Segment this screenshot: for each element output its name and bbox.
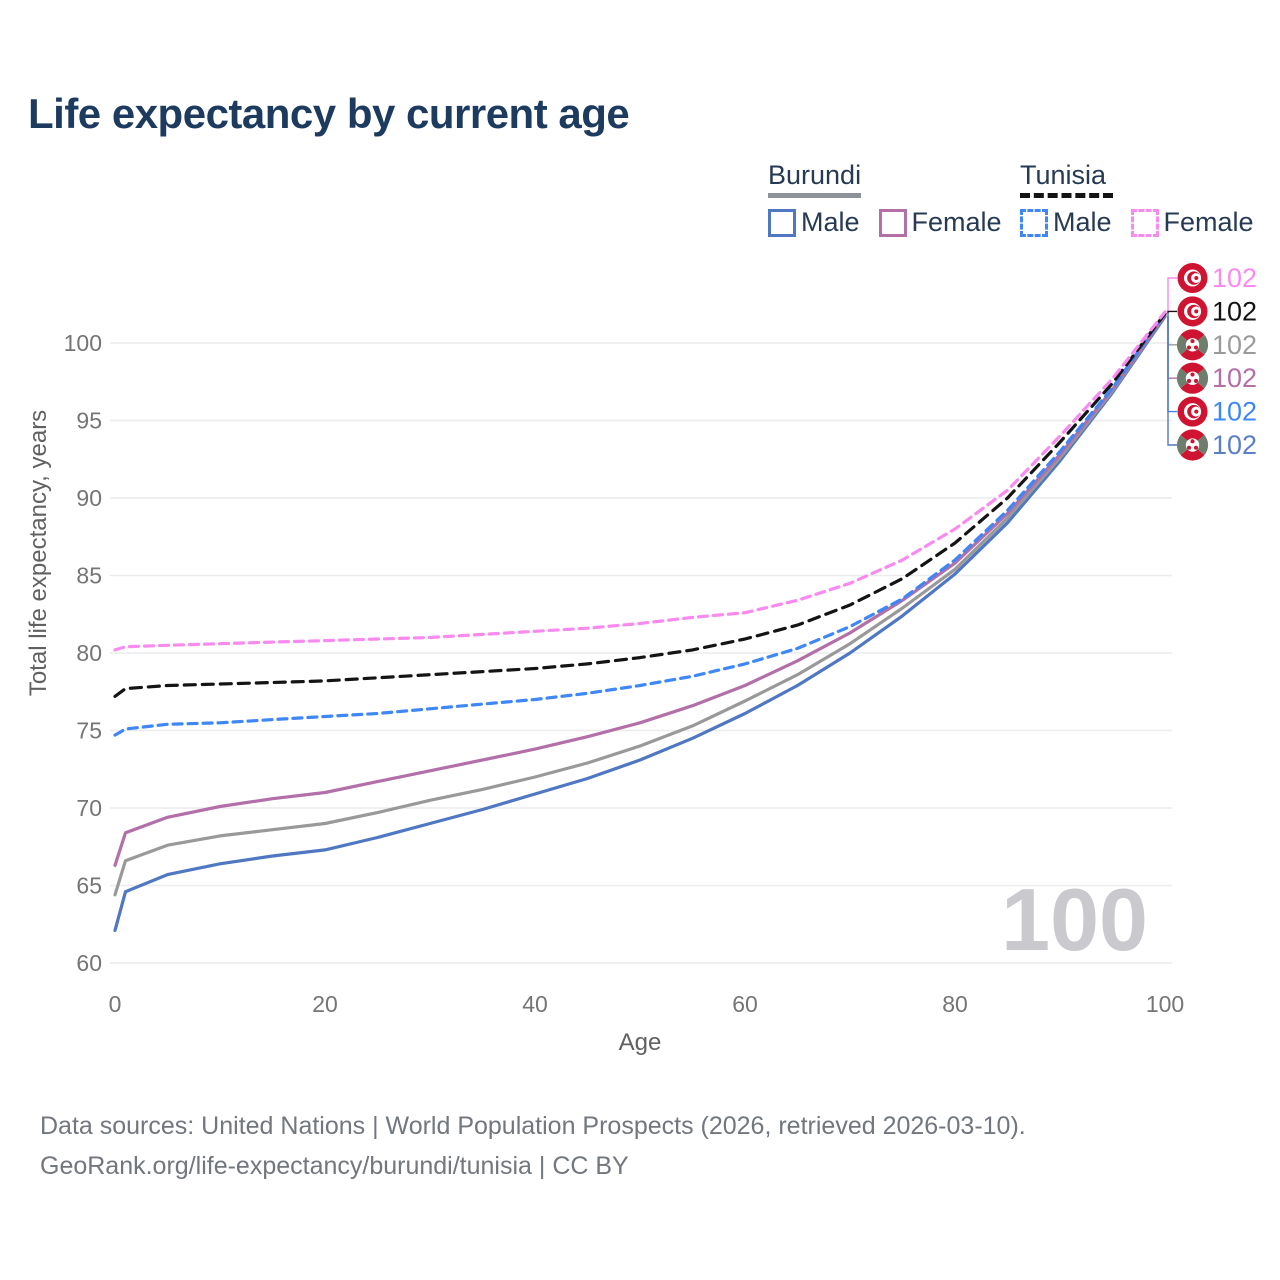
y-tick-80: 80 bbox=[76, 640, 102, 666]
end-label-tunisia_male: 102 bbox=[1212, 397, 1257, 427]
x-tick-80: 80 bbox=[942, 991, 968, 1017]
y-tick-100: 100 bbox=[64, 330, 102, 356]
tunisia-flag-icon bbox=[1177, 396, 1208, 427]
series-line-burundi_both[interactable] bbox=[113, 313, 1167, 897]
burundi-flag-icon bbox=[1176, 329, 1209, 361]
y-tick-70: 70 bbox=[76, 795, 102, 821]
tunisia-flag-icon bbox=[1177, 296, 1208, 327]
age-watermark: 100 bbox=[1001, 870, 1148, 969]
leader-line-tunisia_male bbox=[1167, 313, 1177, 413]
x-tick-0: 0 bbox=[109, 991, 122, 1017]
chart-plot-area[interactable]: 60 65 70 75 80 85 90 95 100 0 20 40 60 80 100 Age Total … bbox=[0, 0, 1280, 1080]
legend-label: Male bbox=[1053, 207, 1112, 237]
legend-item-burundi-female[interactable]: Female bbox=[878, 207, 1002, 238]
footer-attribution: GeoRank.org/life-expectancy/burundi/tuni… bbox=[40, 1152, 629, 1180]
y-tick-60: 60 bbox=[76, 950, 102, 976]
burundi-flag-icon bbox=[1176, 429, 1209, 461]
legend-label: Female bbox=[911, 207, 1002, 237]
legend-swatch-burundi-female bbox=[878, 208, 907, 237]
leader-line-tunisia_female bbox=[1167, 277, 1177, 312]
series-line-burundi_female[interactable] bbox=[113, 313, 1167, 868]
end-label-tunisia_both: 102 bbox=[1212, 296, 1257, 326]
end-label-burundi_female: 102 bbox=[1212, 363, 1257, 393]
footer-data-sources: Data sources: United Nations | World Pop… bbox=[40, 1112, 1026, 1140]
x-tick-100: 100 bbox=[1146, 991, 1184, 1017]
footer: Data sources: United Nations | World Pop… bbox=[40, 1106, 1026, 1186]
y-tick-65: 65 bbox=[76, 873, 102, 899]
page-title: Life expectancy by current age bbox=[28, 90, 630, 137]
y-tick-90: 90 bbox=[76, 485, 102, 511]
series-line-tunisia_female[interactable] bbox=[113, 310, 1167, 652]
leader-line-burundi_both bbox=[1167, 315, 1177, 346]
y-tick-85: 85 bbox=[76, 563, 102, 589]
burundi-flag-icon bbox=[1176, 362, 1209, 394]
x-tick-40: 40 bbox=[522, 991, 548, 1017]
leader-line-tunisia_both bbox=[1167, 310, 1177, 314]
legend-swatch-burundi-male bbox=[768, 208, 796, 237]
y-tick-95: 95 bbox=[76, 408, 102, 434]
y-tick-75: 75 bbox=[76, 718, 102, 744]
tunisia-flag-icon bbox=[1177, 262, 1208, 294]
legend-swatch-tunisia-male bbox=[1020, 208, 1048, 237]
end-label-burundi_both: 102 bbox=[1212, 330, 1257, 360]
legend-label: Female bbox=[1163, 207, 1254, 237]
legend-swatch-tunisia-female bbox=[1130, 208, 1159, 237]
y-axis-label: Total life expectancy, years bbox=[25, 410, 52, 696]
series-line-burundi_male[interactable] bbox=[113, 315, 1167, 933]
legend-item-burundi-male[interactable]: Male bbox=[768, 207, 860, 238]
end-label-tunisia_female: 102 bbox=[1212, 263, 1257, 293]
legend-item-tunisia-male[interactable]: Male bbox=[1020, 207, 1112, 238]
end-label-burundi_male: 102 bbox=[1212, 430, 1257, 460]
series-line-tunisia_male[interactable] bbox=[113, 311, 1167, 737]
leader-line-burundi_male bbox=[1167, 316, 1177, 446]
legend-label: Male bbox=[801, 207, 860, 237]
legend-item-tunisia-female[interactable]: Female bbox=[1130, 207, 1254, 238]
leader-line-burundi_female bbox=[1167, 315, 1177, 379]
x-tick-60: 60 bbox=[732, 991, 758, 1017]
series-line-tunisia_both[interactable] bbox=[113, 311, 1167, 699]
x-axis-label: Age bbox=[619, 1029, 662, 1056]
x-tick-20: 20 bbox=[312, 991, 338, 1017]
